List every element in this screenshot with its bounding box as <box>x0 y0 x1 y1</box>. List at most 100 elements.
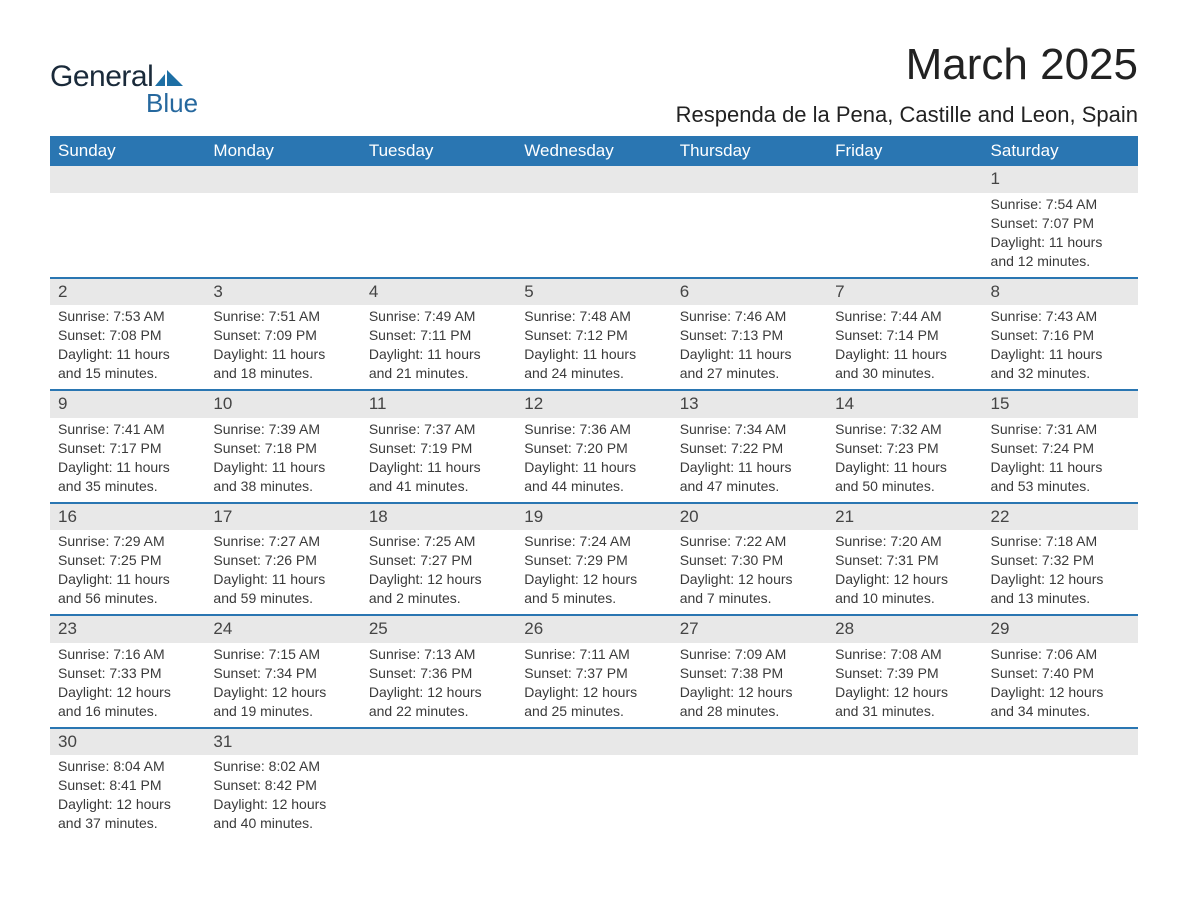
day-number-cell: 27 <box>672 615 827 643</box>
day-number-cell: 8 <box>983 278 1138 306</box>
day-number-cell: 22 <box>983 503 1138 531</box>
day1-text: Daylight: 12 hours <box>835 683 974 702</box>
sunrise-text: Sunrise: 7:46 AM <box>680 307 819 326</box>
day2-text: and 53 minutes. <box>991 477 1130 496</box>
day1-text: Daylight: 12 hours <box>213 683 352 702</box>
sunrise-text: Sunrise: 7:16 AM <box>58 645 197 664</box>
sunset-text: Sunset: 7:18 PM <box>213 439 352 458</box>
day-number-cell: 25 <box>361 615 516 643</box>
sunrise-text: Sunrise: 7:27 AM <box>213 532 352 551</box>
sunset-text: Sunset: 7:09 PM <box>213 326 352 345</box>
sunrise-text: Sunrise: 7:34 AM <box>680 420 819 439</box>
sunset-text: Sunset: 7:08 PM <box>58 326 197 345</box>
day-content-cell: Sunrise: 7:27 AMSunset: 7:26 PMDaylight:… <box>205 530 360 615</box>
day1-text: Daylight: 11 hours <box>991 345 1130 364</box>
day2-text: and 22 minutes. <box>369 702 508 721</box>
sunrise-text: Sunrise: 7:39 AM <box>213 420 352 439</box>
day-number-cell: 4 <box>361 278 516 306</box>
day-number-row: 9101112131415 <box>50 390 1138 418</box>
day-content-cell: Sunrise: 7:41 AMSunset: 7:17 PMDaylight:… <box>50 418 205 503</box>
sunset-text: Sunset: 7:07 PM <box>991 214 1130 233</box>
day-number-cell: 30 <box>50 728 205 756</box>
day-content-cell <box>516 755 671 839</box>
sunrise-text: Sunrise: 7:41 AM <box>58 420 197 439</box>
day2-text: and 38 minutes. <box>213 477 352 496</box>
day2-text: and 59 minutes. <box>213 589 352 608</box>
day-content-cell: Sunrise: 7:51 AMSunset: 7:09 PMDaylight:… <box>205 305 360 390</box>
day1-text: Daylight: 11 hours <box>524 345 663 364</box>
day2-text: and 13 minutes. <box>991 589 1130 608</box>
sunrise-text: Sunrise: 7:37 AM <box>369 420 508 439</box>
day-content-cell: Sunrise: 7:44 AMSunset: 7:14 PMDaylight:… <box>827 305 982 390</box>
day1-text: Daylight: 11 hours <box>58 570 197 589</box>
day-content-cell: Sunrise: 7:25 AMSunset: 7:27 PMDaylight:… <box>361 530 516 615</box>
day-number-cell: 20 <box>672 503 827 531</box>
day-content-row: Sunrise: 7:54 AMSunset: 7:07 PMDaylight:… <box>50 193 1138 278</box>
day-number-cell: 18 <box>361 503 516 531</box>
day2-text: and 16 minutes. <box>58 702 197 721</box>
logo-text-blue: Blue <box>146 88 198 119</box>
sunrise-text: Sunrise: 7:25 AM <box>369 532 508 551</box>
sunset-text: Sunset: 7:33 PM <box>58 664 197 683</box>
day-content-cell <box>516 193 671 278</box>
day2-text: and 12 minutes. <box>991 252 1130 271</box>
day1-text: Daylight: 11 hours <box>58 345 197 364</box>
day1-text: Daylight: 12 hours <box>680 570 819 589</box>
sunset-text: Sunset: 7:25 PM <box>58 551 197 570</box>
day-number-cell <box>827 166 982 193</box>
day-content-cell: Sunrise: 7:13 AMSunset: 7:36 PMDaylight:… <box>361 643 516 728</box>
sunrise-text: Sunrise: 7:32 AM <box>835 420 974 439</box>
weekday-header: Monday <box>205 136 360 166</box>
day-number-row: 2345678 <box>50 278 1138 306</box>
sunrise-text: Sunrise: 7:24 AM <box>524 532 663 551</box>
day2-text: and 15 minutes. <box>58 364 197 383</box>
sunset-text: Sunset: 7:19 PM <box>369 439 508 458</box>
day-number-cell: 17 <box>205 503 360 531</box>
sunrise-text: Sunrise: 7:22 AM <box>680 532 819 551</box>
day2-text: and 10 minutes. <box>835 589 974 608</box>
sunset-text: Sunset: 7:23 PM <box>835 439 974 458</box>
weekday-header: Friday <box>827 136 982 166</box>
day2-text: and 56 minutes. <box>58 589 197 608</box>
day2-text: and 34 minutes. <box>991 702 1130 721</box>
day2-text: and 47 minutes. <box>680 477 819 496</box>
sunset-text: Sunset: 7:20 PM <box>524 439 663 458</box>
weekday-header-row: Sunday Monday Tuesday Wednesday Thursday… <box>50 136 1138 166</box>
day-content-cell: Sunrise: 7:16 AMSunset: 7:33 PMDaylight:… <box>50 643 205 728</box>
day1-text: Daylight: 11 hours <box>213 345 352 364</box>
day-content-cell: Sunrise: 7:32 AMSunset: 7:23 PMDaylight:… <box>827 418 982 503</box>
day-number-cell: 12 <box>516 390 671 418</box>
day-number-cell: 31 <box>205 728 360 756</box>
day2-text: and 19 minutes. <box>213 702 352 721</box>
sunrise-text: Sunrise: 7:44 AM <box>835 307 974 326</box>
day2-text: and 18 minutes. <box>213 364 352 383</box>
day-content-cell: Sunrise: 7:49 AMSunset: 7:11 PMDaylight:… <box>361 305 516 390</box>
day-content-cell <box>672 193 827 278</box>
day1-text: Daylight: 12 hours <box>991 683 1130 702</box>
month-title: March 2025 <box>676 40 1138 90</box>
sunrise-text: Sunrise: 7:51 AM <box>213 307 352 326</box>
day-content-row: Sunrise: 7:29 AMSunset: 7:25 PMDaylight:… <box>50 530 1138 615</box>
day-number-cell: 23 <box>50 615 205 643</box>
day1-text: Daylight: 12 hours <box>213 795 352 814</box>
sunrise-text: Sunrise: 7:49 AM <box>369 307 508 326</box>
day-number-cell: 9 <box>50 390 205 418</box>
weekday-header: Sunday <box>50 136 205 166</box>
day2-text: and 40 minutes. <box>213 814 352 833</box>
sunrise-text: Sunrise: 7:09 AM <box>680 645 819 664</box>
sunset-text: Sunset: 7:22 PM <box>680 439 819 458</box>
day-number-cell <box>983 728 1138 756</box>
sunrise-text: Sunrise: 7:36 AM <box>524 420 663 439</box>
day-content-cell: Sunrise: 8:04 AMSunset: 8:41 PMDaylight:… <box>50 755 205 839</box>
sunrise-text: Sunrise: 7:53 AM <box>58 307 197 326</box>
day1-text: Daylight: 12 hours <box>369 570 508 589</box>
sunrise-text: Sunrise: 7:43 AM <box>991 307 1130 326</box>
day-number-cell: 7 <box>827 278 982 306</box>
weekday-header: Thursday <box>672 136 827 166</box>
sunset-text: Sunset: 7:31 PM <box>835 551 974 570</box>
sunset-text: Sunset: 7:32 PM <box>991 551 1130 570</box>
day-content-cell: Sunrise: 7:37 AMSunset: 7:19 PMDaylight:… <box>361 418 516 503</box>
day1-text: Daylight: 12 hours <box>58 795 197 814</box>
weekday-header: Wednesday <box>516 136 671 166</box>
page-header: General Blue March 2025 Respenda de la P… <box>50 40 1138 128</box>
